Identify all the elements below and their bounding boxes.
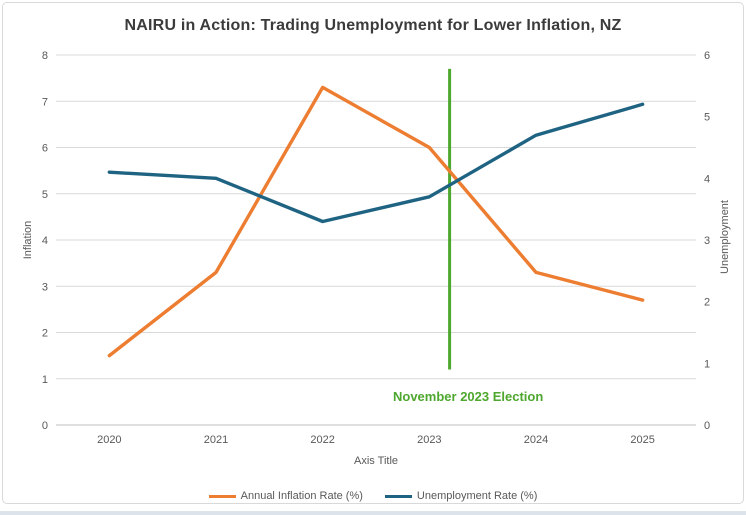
x-axis-tick-label: 2020 <box>97 434 121 446</box>
legend-label-unemployment: Unemployment Rate (%) <box>416 490 538 502</box>
left-axis-tick-label: 6 <box>42 143 48 155</box>
left-axis-tick-label: 0 <box>42 420 48 432</box>
left-axis-title: Inflation <box>22 220 34 260</box>
legend-label-inflation: Annual Inflation Rate (%) <box>240 490 363 502</box>
right-axis-tick-label: 1 <box>704 358 710 370</box>
series-line-annual-inflation-rate <box>107 85 645 358</box>
window-edge-strip <box>0 511 746 515</box>
left-axis-tick-label: 3 <box>42 281 48 293</box>
left-axis-tick-label: 1 <box>42 374 48 386</box>
x-axis-tick-label: 2021 <box>204 434 228 446</box>
right-axis-tick-label: 6 <box>704 50 710 62</box>
x-axis-title: Axis Title <box>353 455 399 467</box>
x-axis-tick-label: 2025 <box>630 434 654 446</box>
legend-item-inflation: Annual Inflation Rate (%) <box>208 490 363 502</box>
left-axis-tick-label: 8 <box>42 50 48 62</box>
election-annotation-label: November 2023 Election <box>393 389 544 404</box>
left-axis-tick-label: 7 <box>42 96 48 108</box>
chart-title: NAIRU in Action: Trading Unemployment fo… <box>124 17 622 34</box>
legend: Annual Inflation Rate (%) Unemployment R… <box>3 490 743 502</box>
left-axis-tick-label: 2 <box>42 328 48 340</box>
legend-item-unemployment: Unemployment Rate (%) <box>384 490 538 502</box>
x-axis-tick-label: 2024 <box>524 434 548 446</box>
right-axis-tick-label: 0 <box>704 420 710 432</box>
right-axis-tick-label: 5 <box>704 112 710 124</box>
chart-frame: NAIRU in Action: Trading Unemployment fo… <box>2 2 744 504</box>
x-axis-tick-label: 2023 <box>417 434 441 446</box>
inflation-line-marker-icon <box>208 494 236 498</box>
left-axis-tick-label: 4 <box>42 235 48 247</box>
left-axis-tick-label: 5 <box>42 189 48 201</box>
right-axis-tick-label: 2 <box>704 297 710 309</box>
plot-area: 0 1 2 3 4 5 6 7 8 0 1 2 3 4 5 6 2020 2021 2022 2023 2024 2025 <box>42 50 710 446</box>
right-axis-tick-label: 3 <box>704 235 710 247</box>
right-axis-tick-label: 4 <box>704 173 710 185</box>
x-axis-tick-label: 2022 <box>310 434 334 446</box>
series-line-unemployment-rate <box>107 102 645 224</box>
right-axis-title: Unemployment <box>719 200 731 274</box>
unemployment-line-marker-icon <box>384 494 412 498</box>
